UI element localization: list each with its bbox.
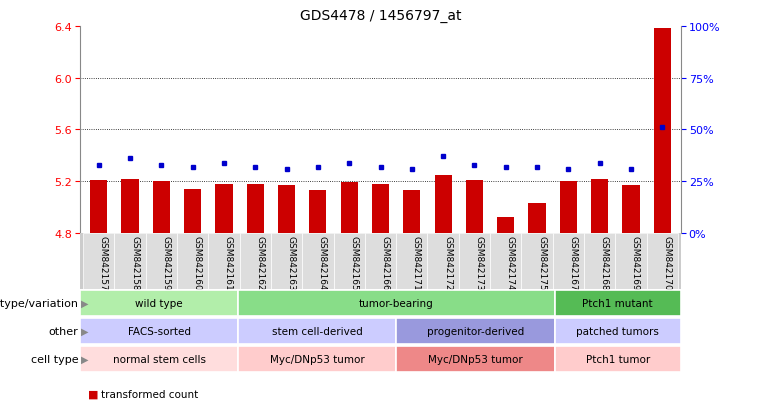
Text: GSM842160: GSM842160 (193, 235, 202, 290)
Bar (616, 233, 647, 289)
Bar (466, 180, 483, 233)
Bar (271, 233, 302, 289)
Text: Ptch1 mutant: Ptch1 mutant (582, 298, 653, 308)
Bar (497, 218, 514, 233)
Text: Myc/DNp53 tumor: Myc/DNp53 tumor (428, 354, 523, 364)
Text: ▶: ▶ (81, 298, 89, 308)
Bar (428, 233, 459, 289)
Text: GSM842159: GSM842159 (161, 235, 170, 290)
Text: Ptch1 tumor: Ptch1 tumor (586, 354, 650, 364)
Text: GSM842171: GSM842171 (412, 235, 421, 290)
Bar (83, 233, 114, 289)
Bar (80, 347, 238, 372)
Bar (403, 191, 420, 233)
Bar (309, 191, 326, 233)
Bar (396, 233, 428, 289)
Bar (396, 318, 555, 344)
Text: ▶: ▶ (81, 354, 89, 364)
Bar (240, 233, 271, 289)
Text: ▶: ▶ (81, 326, 89, 336)
Text: FACS-sorted: FACS-sorted (128, 326, 190, 336)
Bar (209, 233, 240, 289)
Bar (435, 175, 452, 233)
Text: ■: ■ (88, 412, 98, 413)
Bar (145, 233, 177, 289)
Bar (341, 183, 358, 233)
Text: cell type: cell type (30, 354, 78, 364)
Text: stem cell-derived: stem cell-derived (272, 326, 362, 336)
Bar (552, 233, 584, 289)
Text: GSM842170: GSM842170 (662, 235, 671, 290)
Bar (215, 184, 233, 233)
Bar (490, 233, 521, 289)
Text: progenitor-derived: progenitor-derived (427, 326, 524, 336)
Bar (278, 185, 295, 233)
Text: Myc/DNp53 tumor: Myc/DNp53 tumor (270, 354, 365, 364)
Text: GSM842173: GSM842173 (474, 235, 483, 290)
Bar (238, 318, 396, 344)
Text: ■: ■ (88, 389, 98, 399)
Text: normal stem cells: normal stem cells (113, 354, 205, 364)
Bar (528, 204, 546, 233)
Bar (114, 233, 145, 289)
Text: GSM842175: GSM842175 (537, 235, 546, 290)
Bar (647, 233, 678, 289)
Bar (396, 347, 555, 372)
Bar (302, 233, 333, 289)
Text: patched tumors: patched tumors (576, 326, 659, 336)
Bar (122, 179, 139, 233)
Bar (184, 190, 201, 233)
Bar (238, 347, 396, 372)
Bar (372, 184, 389, 233)
Text: GSM842157: GSM842157 (99, 235, 108, 290)
Text: GSM842164: GSM842164 (318, 235, 327, 290)
Bar (177, 233, 209, 289)
Bar (560, 182, 577, 233)
Text: GSM842158: GSM842158 (130, 235, 139, 290)
Bar (80, 318, 238, 344)
Text: GSM842163: GSM842163 (287, 235, 295, 290)
Text: GSM842161: GSM842161 (224, 235, 233, 290)
Bar (365, 233, 396, 289)
Bar (654, 29, 671, 233)
Text: GSM842167: GSM842167 (568, 235, 578, 290)
Text: wild type: wild type (135, 298, 183, 308)
Bar (584, 233, 616, 289)
Text: GSM842168: GSM842168 (600, 235, 609, 290)
Bar (333, 233, 365, 289)
Bar (591, 179, 608, 233)
Text: other: other (49, 326, 78, 336)
Text: tumor-bearing: tumor-bearing (359, 298, 434, 308)
Bar (622, 185, 639, 233)
Bar (459, 233, 490, 289)
Text: transformed count: transformed count (101, 389, 199, 399)
Text: genotype/variation: genotype/variation (0, 298, 78, 308)
Bar (153, 182, 170, 233)
Bar (555, 318, 681, 344)
Title: GDS4478 / 1456797_at: GDS4478 / 1456797_at (300, 9, 461, 23)
Bar (90, 180, 107, 233)
Bar (247, 184, 264, 233)
Bar (555, 290, 681, 316)
Bar (555, 347, 681, 372)
Text: GSM842162: GSM842162 (255, 235, 264, 290)
Text: GSM842169: GSM842169 (631, 235, 640, 290)
Text: GSM842166: GSM842166 (380, 235, 390, 290)
Bar (521, 233, 552, 289)
Text: GSM842172: GSM842172 (443, 235, 452, 290)
Bar (80, 290, 238, 316)
Bar (238, 290, 555, 316)
Text: GSM842174: GSM842174 (506, 235, 514, 290)
Text: GSM842165: GSM842165 (349, 235, 358, 290)
Text: percentile rank within the sample: percentile rank within the sample (101, 412, 277, 413)
